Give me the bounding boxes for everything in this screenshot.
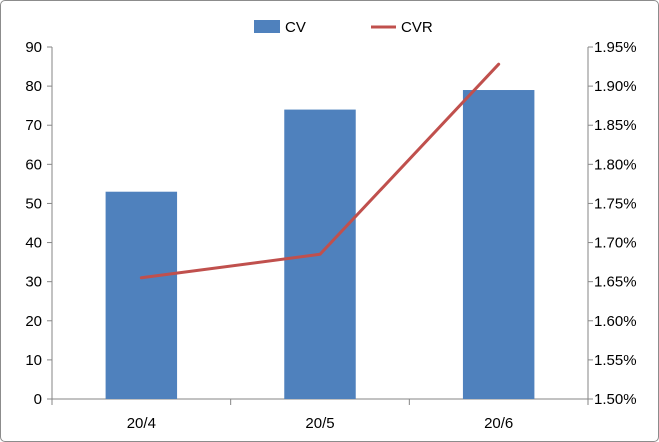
left-axis-tick-label: 70 xyxy=(25,117,42,134)
left-axis-tick-label: 0 xyxy=(34,391,42,408)
left-axis-tick-label: 30 xyxy=(25,274,42,291)
right-axis-tick-label: 1.85% xyxy=(594,117,637,134)
left-axis-tick-label: 80 xyxy=(25,78,42,95)
line-series-cvr xyxy=(139,62,501,280)
tick-labels: 0 10 20 30 40 50 60 70 80 90 1.50% 1.55% 1.60% 1.65% 1… xyxy=(25,39,636,432)
legend-swatch-cv xyxy=(254,20,280,33)
right-axis-tick-label: 1.60% xyxy=(594,313,637,330)
legend-label-cvr: CVR xyxy=(401,19,433,36)
right-axis-tick-label: 1.90% xyxy=(594,78,637,95)
bar-cv xyxy=(462,90,535,400)
bar-cv xyxy=(105,191,178,399)
x-axis-tick-label: 20/4 xyxy=(127,415,156,432)
bar-series-cv xyxy=(105,90,535,400)
left-axis-tick-label: 40 xyxy=(25,235,42,252)
right-axis-tick-label: 1.80% xyxy=(594,156,637,173)
right-axis-tick-label: 1.95% xyxy=(594,39,637,56)
x-axis-tick-label: 20/5 xyxy=(305,415,334,432)
right-axis-tick-label: 1.65% xyxy=(594,274,637,291)
right-axis-tick-label: 1.50% xyxy=(594,391,637,408)
x-axis-tick-label: 20/6 xyxy=(484,415,513,432)
right-axis-tick-label: 1.70% xyxy=(594,235,637,252)
left-axis-tick-label: 90 xyxy=(25,39,42,56)
left-axis-tick-label: 60 xyxy=(25,156,42,173)
left-axis-tick-label: 50 xyxy=(25,195,42,212)
legend-label-cv: CV xyxy=(285,19,306,36)
right-axis-tick-label: 1.55% xyxy=(594,352,637,369)
legend: CV CVR xyxy=(254,19,433,36)
right-axis-tick-label: 1.75% xyxy=(594,195,637,212)
left-axis-tick-label: 20 xyxy=(25,313,42,330)
left-axis-tick-label: 10 xyxy=(25,352,42,369)
